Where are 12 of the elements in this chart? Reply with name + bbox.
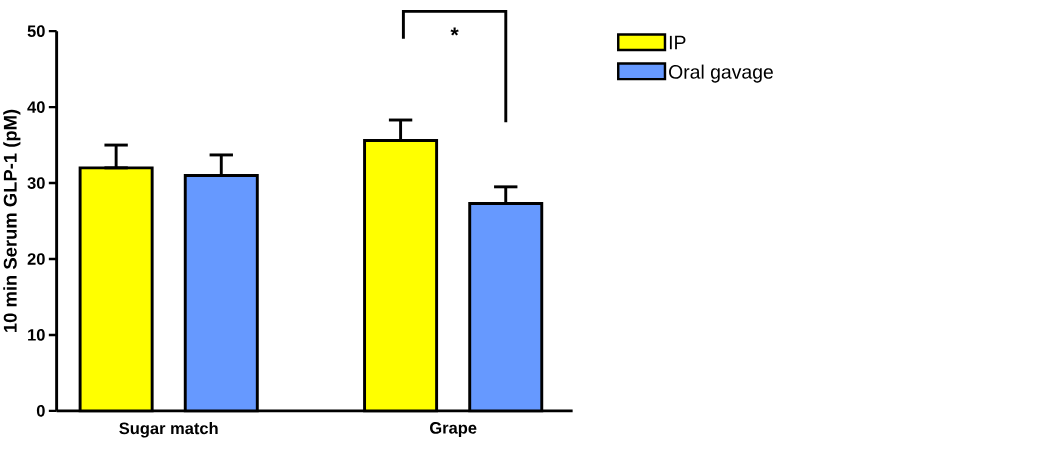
y-axis-title: 10 min Serum GLP-1 (pM) [3,109,21,332]
y-tick-label: 0 [36,404,45,417]
annotation: * [450,27,459,36]
x-tick-label: Grape [430,421,477,437]
y-tick-label: 40 [27,101,45,113]
legend-label: IP [669,35,686,49]
y-tick-label: 20 [27,252,45,265]
y-tick-label: 10 [28,328,45,341]
x-tick-label: Sugar match [119,421,218,438]
y-tick-label: 30 [27,176,45,189]
legend-label: Oral gavage [669,64,773,83]
y-tick-label: 50 [27,25,45,37]
